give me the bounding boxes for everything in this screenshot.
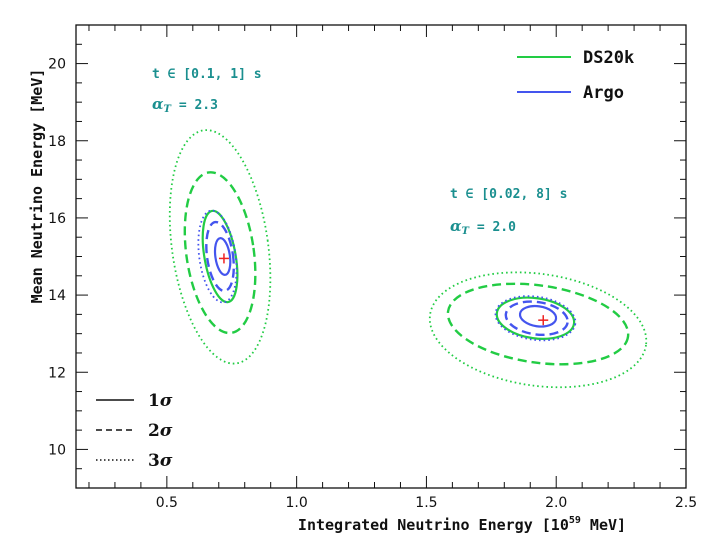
sigma-number-1: 1 [148,391,160,411]
sigma-number-3: 3 [148,451,160,471]
annotation-right-alpha: αT = 2.0 [450,217,516,237]
contour-argo-1sigma [518,304,558,328]
alpha-value: = 2.3 [171,98,218,113]
y-tick-label: 10 [48,442,66,458]
y-tick-label: 12 [48,365,66,381]
y-axis-title: Mean Neutrino Energy [MeV] [28,69,46,304]
x-axis-title-exponent: 59 [569,515,581,526]
contour-ds20k-3sigma [168,129,272,365]
series-legend: DS20k Argo [517,48,634,103]
x-axis-title-main: Integrated Neutrino Energy [10 [298,516,569,534]
sigma-symbol-1: σ [160,391,173,411]
y-tick-label: 18 [48,134,66,150]
annotation-right-time: t ∈ [0.02, 8] s [450,187,567,202]
annotation-left-alpha: αT = 2.3 [152,95,218,115]
contour-argo-2sigma [504,300,569,337]
contour-ds20k-1sigma [495,296,576,340]
contour-argo-3sigma [494,295,577,342]
annotation-right: t ∈ [0.02, 8] s αT = 2.0 [450,187,567,237]
x-axis-title-suffix: MeV] [581,516,626,534]
contour-argo-3sigma [197,209,238,304]
y-tick-label: 16 [48,211,66,227]
annotation-left: t ∈ [0.1, 1] s αT = 2.3 [152,67,262,115]
alpha-symbol: α [450,217,462,235]
best-fit-marker [218,253,229,264]
x-axis-title: Integrated Neutrino Energy [1059 MeV] [298,515,626,534]
annotation-left-time: t ∈ [0.1, 1] s [152,67,262,82]
sigma-number-2: 2 [148,421,160,441]
sigma-label-2: 2σ [148,421,173,441]
sigma-label-3: 3σ [148,451,173,471]
sigma-symbol-3: σ [160,451,173,471]
x-tick-label: 1.5 [415,495,437,511]
alpha-subscript: T [462,226,471,237]
x-tick-label: 2.5 [675,495,697,511]
alpha-subscript: T [164,104,173,115]
contour-argo-1sigma [213,237,232,276]
contour-argo-2sigma [205,220,235,293]
x-tick-label: 2.0 [545,495,567,511]
best-fit-marker [538,315,549,326]
confidence-contours [168,129,648,389]
best-fit-markers [218,253,549,326]
alpha-symbol: α [152,95,164,113]
y-tick-label: 20 [48,57,66,73]
sigma-legend: 1σ 2σ 3σ [96,391,173,471]
contour-ds20k-2sigma [446,282,630,366]
sigma-symbol-2: σ [160,421,173,441]
legend-label-ds20k: DS20k [583,48,634,68]
x-tick-label: 1.0 [286,495,308,511]
legend-label-argo: Argo [583,83,624,103]
contour-ds20k-2sigma [183,171,257,335]
sigma-label-1: 1σ [148,391,173,411]
contour-ds20k-3sigma [428,271,648,389]
axis-ticks [76,24,687,488]
y-tick-label: 14 [48,288,66,304]
alpha-value: = 2.0 [469,220,516,235]
x-tick-label: 0.5 [156,495,178,511]
